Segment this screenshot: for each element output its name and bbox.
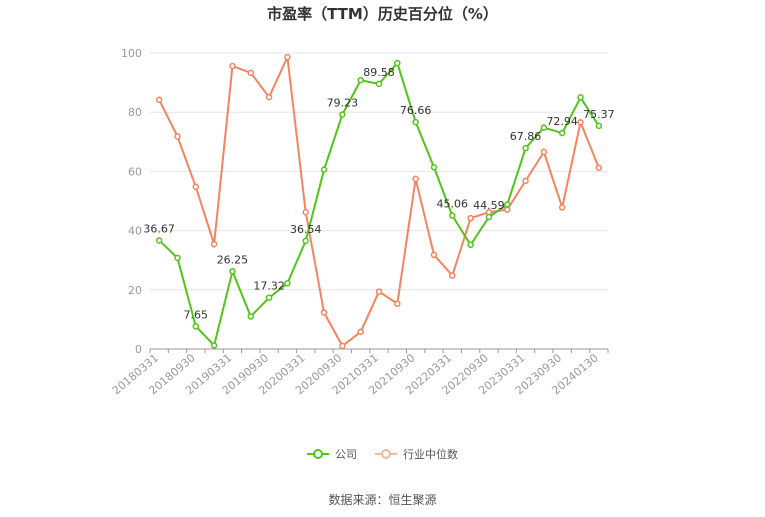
data-point-industry xyxy=(449,272,456,279)
data-point-industry xyxy=(577,119,584,126)
data-point-company xyxy=(375,80,383,88)
data-label: 45.06 xyxy=(437,198,469,211)
data-label: 26.25 xyxy=(217,253,249,266)
data-label: 36.54 xyxy=(290,223,322,236)
data-label: 17.32 xyxy=(253,280,285,293)
chart-legend: 公司 行业中位数 xyxy=(0,446,765,462)
data-point-industry xyxy=(265,93,273,101)
data-point-industry xyxy=(595,164,603,172)
data-point-industry xyxy=(357,328,364,336)
data-point-company xyxy=(485,213,493,221)
data-point-industry xyxy=(247,69,255,77)
data-point-company xyxy=(430,164,438,171)
data-point-company xyxy=(412,118,419,126)
legend-industry-marker-icon xyxy=(375,449,397,459)
data-point-company xyxy=(449,212,456,219)
data-point-industry xyxy=(174,133,181,140)
data-point-company xyxy=(192,323,200,330)
data-point-industry xyxy=(155,96,163,104)
y-tick-label: 100 xyxy=(121,47,142,60)
data-point-company xyxy=(540,124,548,131)
series-line-company xyxy=(158,62,600,347)
data-point-company xyxy=(320,166,328,173)
data-point-company xyxy=(558,129,566,137)
data-point-company xyxy=(284,280,291,287)
data-point-industry xyxy=(522,177,529,185)
data-source: 数据来源：恒生聚源 xyxy=(328,493,437,507)
y-tick-label: 40 xyxy=(128,225,142,238)
data-point-industry xyxy=(375,288,383,295)
data-point-industry xyxy=(394,300,401,307)
data-point-company xyxy=(174,254,181,262)
y-tick-label: 80 xyxy=(128,106,142,119)
data-point-company xyxy=(302,237,309,245)
data-point-company xyxy=(155,237,163,244)
data-point-industry xyxy=(284,53,291,61)
data-label: 67.86 xyxy=(510,130,542,143)
legend-company-label: 公司 xyxy=(335,448,357,461)
data-label: 72.94 xyxy=(546,115,578,128)
data-point-company xyxy=(522,144,529,152)
data-point-industry xyxy=(503,206,511,213)
data-label: 76.66 xyxy=(400,104,432,117)
data-point-industry xyxy=(339,342,346,350)
data-point-company xyxy=(339,111,346,118)
data-point-company xyxy=(229,268,236,275)
data-point-industry xyxy=(302,208,309,216)
data-label: 7.65 xyxy=(184,308,209,321)
data-point-company xyxy=(210,342,218,349)
data-label: 89.58 xyxy=(363,66,395,79)
data-point-company xyxy=(577,94,584,101)
chart-title: 市盈率（TTM）历史百分位（%） xyxy=(267,5,498,23)
data-label: 75.37 xyxy=(583,108,615,121)
data-point-company xyxy=(357,76,364,84)
y-tick-label: 60 xyxy=(128,165,142,178)
y-tick-label: 0 xyxy=(135,343,142,356)
data-label: 44.59 xyxy=(473,199,505,212)
data-point-company xyxy=(595,122,603,130)
data-point-industry xyxy=(540,148,548,156)
data-point-industry xyxy=(210,240,218,248)
chart-svg: 0204060801002018033120180930201903312019… xyxy=(110,47,615,397)
y-tick-label: 20 xyxy=(128,284,142,297)
data-point-industry xyxy=(430,251,438,259)
data-point-industry xyxy=(558,204,566,211)
data-point-industry xyxy=(320,309,328,316)
data-point-industry xyxy=(412,175,419,183)
legend-industry-label: 行业中位数 xyxy=(403,448,458,461)
legend-item-company[interactable]: 公司 xyxy=(307,446,357,462)
data-point-company xyxy=(467,241,474,249)
data-point-industry xyxy=(192,183,200,191)
data-point-company xyxy=(394,59,401,67)
data-point-company xyxy=(247,313,255,320)
data-point-industry xyxy=(467,214,474,222)
data-point-company xyxy=(265,294,273,301)
data-point-company xyxy=(503,201,511,208)
data-label: 36.67 xyxy=(143,222,175,235)
data-point-industry xyxy=(229,62,236,70)
legend-item-industry[interactable]: 行业中位数 xyxy=(375,446,458,462)
data-label: 79.23 xyxy=(327,96,359,109)
legend-company-marker-icon xyxy=(307,449,329,459)
